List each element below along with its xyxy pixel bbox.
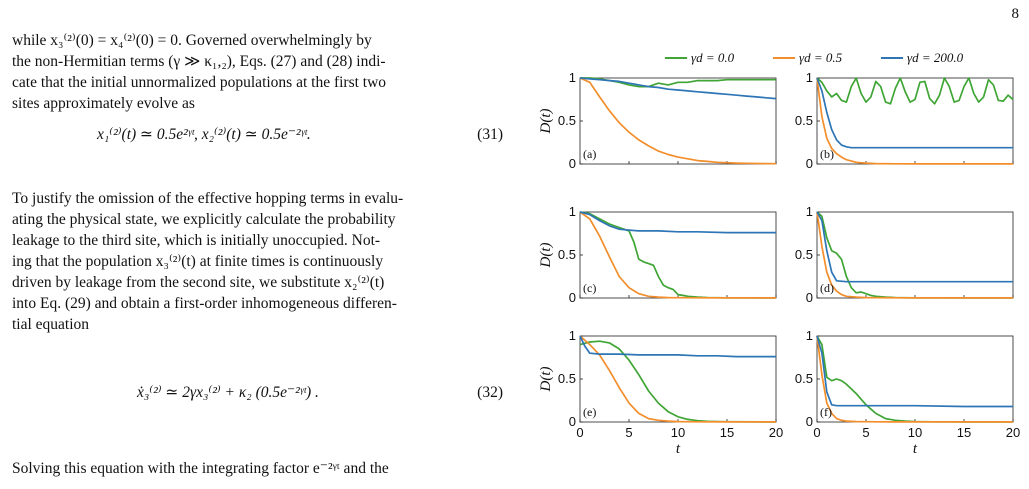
series-line (579, 77, 777, 100)
x-axis-label: t (913, 441, 918, 457)
panel-label: (b) (820, 147, 834, 161)
series-line (579, 335, 776, 358)
para1-line: the non-Hermitian terms (γ ≫ κ₁,₂), Eqs.… (12, 53, 386, 70)
paragraph-2: To justify the omission of the effective… (12, 188, 517, 335)
y-tick-label: 0 (806, 290, 813, 305)
para3-line: Solving this equation with the integrati… (12, 460, 389, 477)
y-tick-label: 0.5 (558, 113, 576, 128)
series-line (816, 211, 1013, 299)
x-tick-label: 5 (862, 425, 869, 440)
legend-label: γd = 0.5 (799, 50, 843, 65)
series-line (579, 77, 777, 165)
y-tick-label: 0.5 (795, 113, 813, 128)
paragraph-1: while x₃⁽²⁾(0) = x₄⁽²⁾(0) = 0. Governed … (12, 30, 517, 114)
panel-label: (a) (583, 147, 596, 161)
figure-6-panels: γd = 0.0 γd = 0.5 γd = 200.000.51(a)D(t)00… (538, 50, 1020, 457)
series-line (579, 211, 776, 234)
equation-31: x₁⁽²⁾(t) ≃ 0.5e²ᵞᵗ, x₂⁽²⁾(t) ≃ 0.5e⁻²ᵞᵗ.… (12, 124, 517, 154)
y-tick-label: 1 (806, 204, 813, 219)
para2-line: To justify the omission of the effective… (12, 190, 404, 207)
y-tick-label: 1 (806, 328, 813, 343)
y-tick-label: 0.5 (558, 371, 576, 386)
x-tick-label: 20 (1006, 425, 1020, 440)
y-axis-label: D(t) (538, 367, 554, 393)
series-line (816, 335, 1013, 423)
series-line (816, 77, 1013, 165)
series-line (816, 335, 1013, 408)
x-tick-label: 0 (813, 425, 820, 440)
paragraph-3: Solving this equation with the integrati… (12, 458, 517, 479)
legend-label: γd = 200.0 (907, 50, 964, 65)
x-tick-label: 0 (576, 425, 583, 440)
para1-line: while x₃⁽²⁾(0) = x₄⁽²⁾(0) = 0. Governed … (12, 32, 372, 49)
panel-label: (e) (583, 405, 596, 419)
para2-line: tial equation (12, 316, 90, 333)
x-tick-label: 5 (625, 425, 632, 440)
series-line (816, 211, 1013, 299)
panel-frame (816, 335, 1014, 423)
series-line (816, 335, 1013, 423)
y-axis-label: D(t) (538, 243, 554, 269)
y-tick-label: 1 (569, 328, 576, 343)
panel-frame (579, 77, 777, 165)
para2-line: driven by leakage from the second site, … (12, 274, 385, 291)
equation-32: ẋ₃⁽²⁾ ≃ 2γx₃⁽²⁾ + κ₂ (0.5e⁻²ᵞᵗ) . (32) (12, 382, 517, 412)
equation-31-body: x₁⁽²⁾(t) ≃ 0.5e²ᵞᵗ, x₂⁽²⁾(t) ≃ 0.5e⁻²ᵞᵗ. (97, 126, 311, 143)
para2-line: ing that the population x₃⁽²⁾(t) at fini… (12, 253, 384, 270)
equation-31-number: (31) (477, 126, 503, 143)
y-tick-label: 0 (806, 156, 813, 171)
y-tick-label: 0.5 (558, 247, 576, 262)
series-line (816, 77, 1013, 149)
panel-frame (579, 335, 777, 423)
series-line (579, 335, 776, 423)
panel-frame (816, 77, 1014, 165)
series-line (580, 77, 776, 88)
x-tick-label: 15 (957, 425, 971, 440)
equation-32-number: (32) (477, 384, 503, 401)
y-axis-label: D(t) (538, 109, 554, 135)
panel-label: (c) (583, 281, 596, 295)
y-tick-label: 1 (569, 204, 576, 219)
para2-line: ating the physical state, we explicitly … (12, 211, 396, 228)
x-tick-label: 10 (908, 425, 922, 440)
panel-label: (d) (820, 281, 834, 295)
para2-line: into Eq. (29) and obtain a first-order i… (12, 295, 397, 312)
panel-label: (f) (820, 405, 832, 419)
y-tick-label: 1 (806, 70, 813, 85)
para1-line: cate that the initial unnormalized popul… (12, 74, 387, 91)
panel-frame (816, 211, 1014, 299)
x-tick-label: 20 (769, 425, 783, 440)
y-tick-label: 0 (806, 414, 813, 429)
legend-label: γd = 0.0 (691, 50, 735, 65)
equation-32-body: ẋ₃⁽²⁾ ≃ 2γx₃⁽²⁾ + κ₂ (0.5e⁻²ᵞᵗ) . (137, 384, 319, 401)
para2-line: leakage to the third site, which is init… (12, 232, 381, 249)
para1-line: sites approximately evolve as (12, 95, 195, 112)
y-tick-label: 1 (569, 70, 576, 85)
y-tick-label: 0 (569, 414, 576, 429)
y-tick-label: 0.5 (795, 371, 813, 386)
series-line (579, 211, 776, 299)
series-line (816, 211, 1013, 283)
page-number: 8 (1011, 6, 1020, 22)
x-tick-label: 10 (671, 425, 685, 440)
x-tick-label: 15 (720, 425, 734, 440)
y-tick-label: 0 (569, 156, 576, 171)
y-tick-label: 0 (569, 290, 576, 305)
x-axis-label: t (676, 441, 681, 457)
y-tick-label: 0.5 (795, 247, 813, 262)
series-line (816, 77, 1014, 105)
